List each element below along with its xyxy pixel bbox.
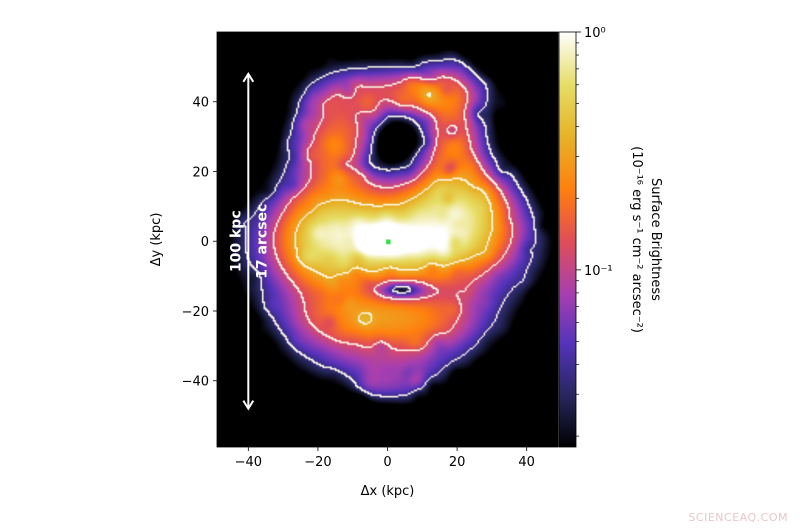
colorbar: 10⁰ 10⁻¹ Surface Brightness (10⁻¹⁶ erg s…	[558, 26, 663, 448]
y-axis-label: Δy (kpc)	[149, 213, 164, 267]
scale-bar: 100 kpc 17 arcsec	[228, 71, 270, 411]
x-tick-label: 20	[449, 455, 466, 470]
colorbar-gradient	[558, 31, 577, 448]
scale-bar-arrow-down-icon	[242, 400, 255, 411]
scale-bar-label-kpc: 100 kpc	[228, 210, 244, 272]
colorbar-tick-label-1e-1: 10⁻¹	[584, 264, 613, 279]
y-tick-label: 40	[192, 96, 209, 111]
x-axis-label: Δx (kpc)	[361, 484, 415, 499]
y-tick-label: 0	[201, 235, 209, 250]
y-axis: −40 −20 0 20 40	[182, 96, 217, 390]
colorbar-units-label: (10⁻¹⁶ erg s⁻¹ cm⁻² arcsec⁻²)	[629, 146, 644, 333]
colorbar-tick-label-1e0: 10⁰	[584, 26, 606, 41]
x-tick-label: 0	[383, 455, 391, 470]
watermark: SCIENCEAQ.COM	[688, 511, 788, 524]
scale-bar-arrow-up-icon	[242, 71, 255, 83]
x-tick-label: 40	[518, 455, 535, 470]
x-tick-label: −40	[235, 455, 262, 470]
y-tick-label: 20	[192, 165, 209, 180]
colorbar-label: Surface Brightness	[648, 178, 663, 301]
colorbar-ticks	[576, 31, 581, 437]
surface-brightness-map	[217, 32, 558, 447]
x-tick-label: −20	[304, 455, 331, 470]
scale-bar-label-arcsec: 17 arcsec	[254, 204, 270, 279]
y-tick-label: −20	[182, 305, 209, 320]
x-axis: −40 −20 0 20 40	[235, 447, 535, 470]
y-tick-label: −40	[182, 375, 209, 390]
